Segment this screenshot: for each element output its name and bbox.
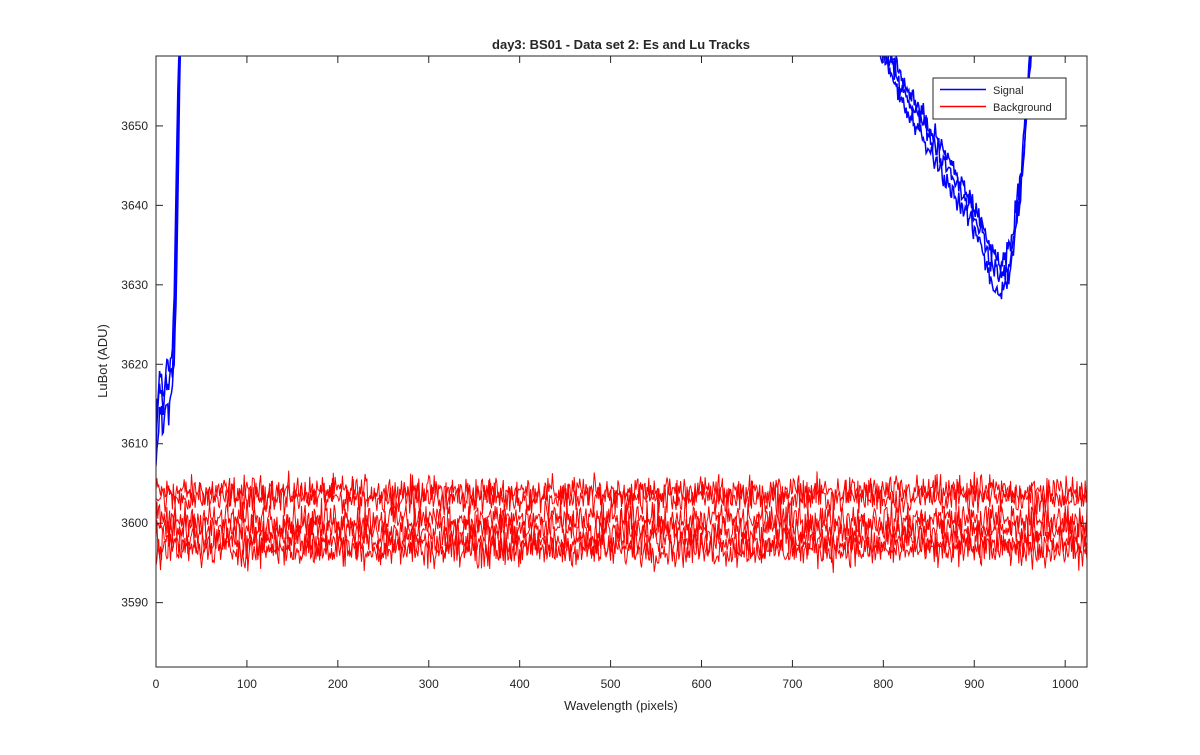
y-tick-label: 3640 [121, 198, 148, 212]
signal-line [889, 56, 1031, 273]
y-axis: 3590 3600 3610 3620 3630 3640 3650 [121, 119, 1087, 610]
x-tick-label: 500 [601, 677, 621, 691]
y-tick-label: 3630 [121, 278, 148, 292]
background-line [156, 470, 1087, 514]
signal-line [156, 56, 180, 431]
signal-line [156, 56, 182, 466]
y-tick-label: 3650 [121, 119, 148, 133]
chart-title: day3: BS01 - Data set 2: Es and Lu Track… [492, 37, 750, 52]
x-tick-label: 300 [419, 677, 439, 691]
x-tick-label: 600 [691, 677, 711, 691]
legend-box [932, 77, 1067, 120]
signal-line [879, 56, 1031, 300]
y-tick-label: 3610 [121, 437, 148, 451]
x-tick-label: 100 [237, 677, 257, 691]
x-tick-label: 1000 [1052, 677, 1079, 691]
series-layer [156, 56, 1087, 573]
y-tick-label: 3600 [121, 516, 148, 530]
x-tick-label: 700 [782, 677, 802, 691]
y-tick-label: 3620 [121, 357, 148, 371]
background-line [156, 478, 1087, 518]
legend-signal-label: Signal [993, 85, 1024, 97]
legend-background-label: Background [993, 102, 1052, 114]
y-axis-label: LuBot (ADU) [95, 324, 110, 398]
background-line [156, 518, 1087, 566]
x-axis-label: Wavelength (pixels) [564, 698, 678, 713]
x-tick-label: 200 [328, 677, 348, 691]
plot-area [156, 56, 1087, 667]
signal-line [156, 56, 181, 449]
plot-frame [155, 55, 1088, 668]
x-tick-label: 400 [510, 677, 530, 691]
legend: Signal Background [932, 77, 1067, 120]
background-line [156, 526, 1087, 573]
x-tick-label: 0 [153, 677, 160, 691]
x-tick-label: 900 [964, 677, 984, 691]
y-tick-label: 3590 [121, 596, 148, 610]
x-tick-label: 800 [873, 677, 893, 691]
x-axis: 0 100 200 300 400 500 600 700 800 900 1000 [153, 56, 1079, 691]
